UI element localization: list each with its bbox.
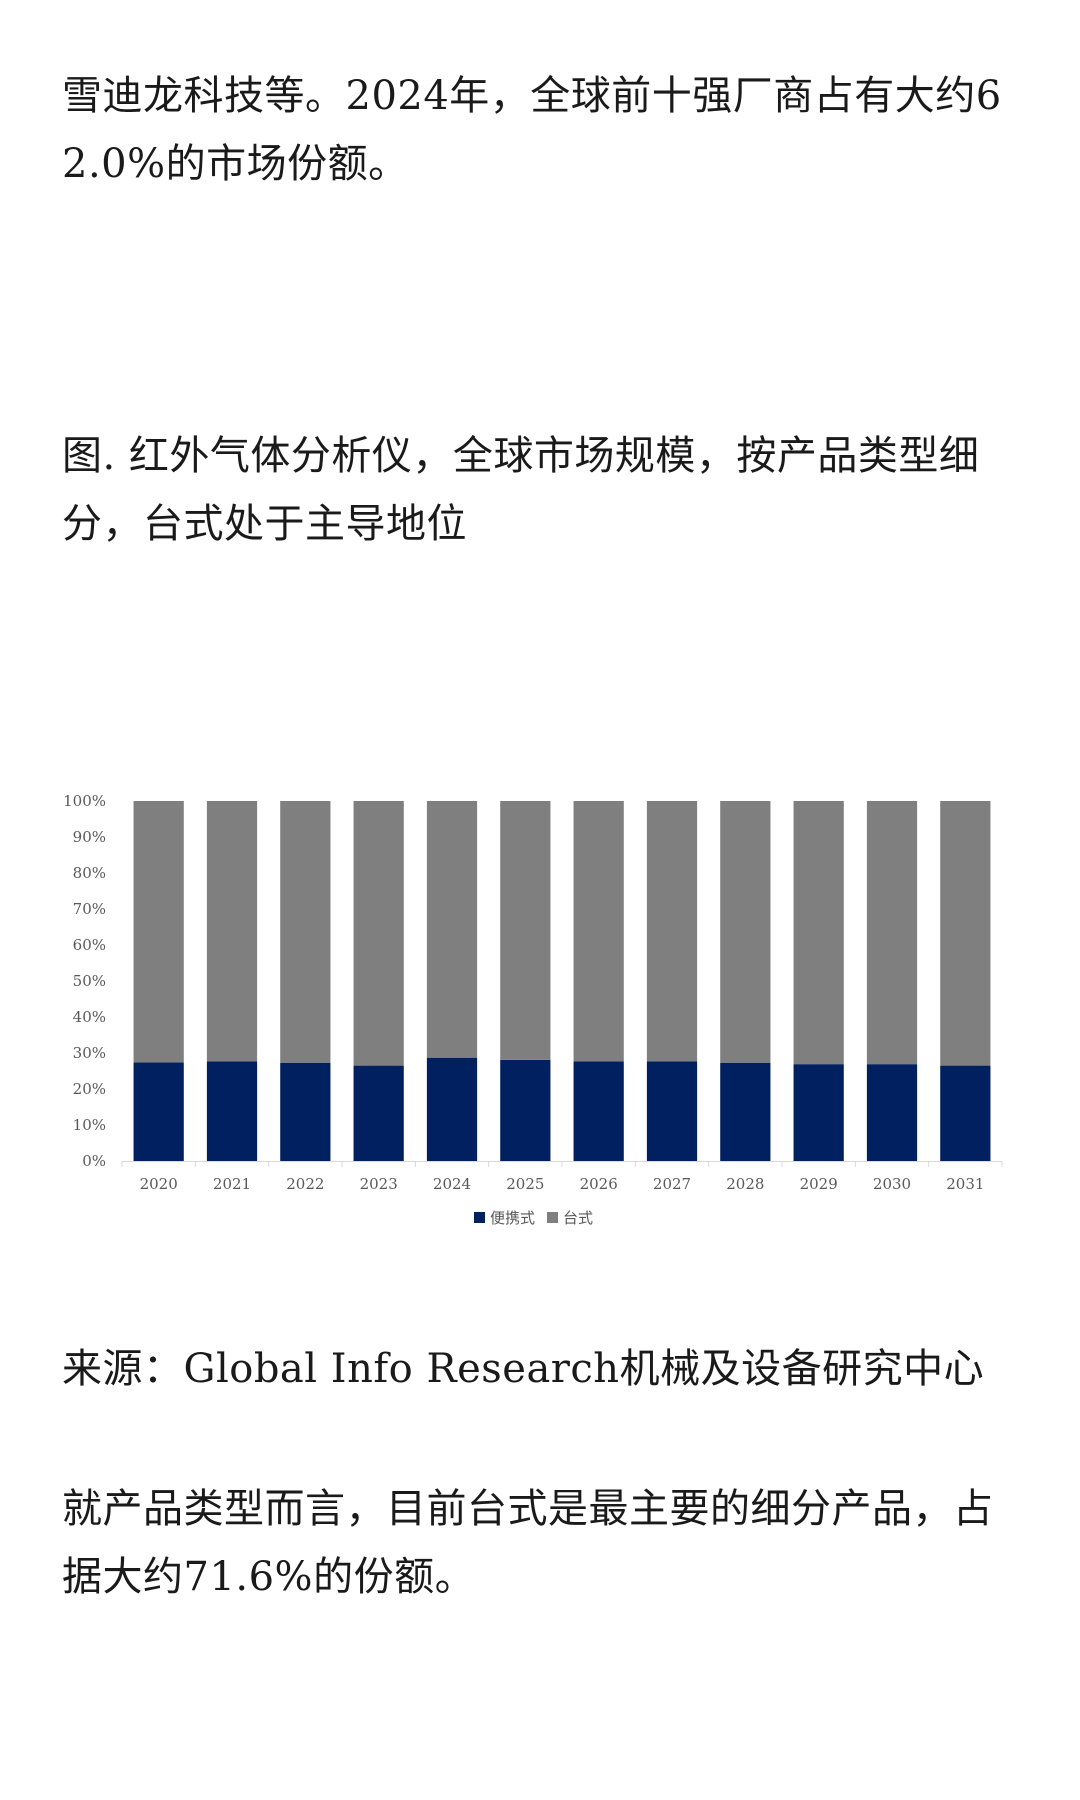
conclusion-paragraph: 就产品类型而言，目前台式是最主要的细分产品，占据大约71.6%的份额。 [62, 1486, 994, 1600]
y-tick-label: 40% [73, 1008, 106, 1026]
bar-segment-desktop [720, 801, 771, 1063]
bar-segment-portable [720, 1062, 771, 1161]
x-tick-label: 2027 [653, 1175, 691, 1193]
bar-segment-desktop [646, 801, 698, 1062]
y-tick-label: 80% [73, 864, 106, 882]
x-tick-label: 2022 [286, 1175, 324, 1193]
y-tick-label: 70% [73, 900, 106, 918]
chart-svg: 0% 10% 20% 30% 40% 50% 60% 70% 80% 90% 100% 2020 202… [63, 792, 1003, 1227]
y-tick-label: 10% [73, 1116, 106, 1134]
bar-segment-desktop [793, 801, 844, 1065]
bar-segment-desktop [573, 801, 624, 1062]
bar-segment-desktop [426, 801, 478, 1058]
y-tick-label: 60% [73, 936, 106, 954]
bar-segment-portable [573, 1061, 624, 1161]
bar-segment-desktop [866, 801, 918, 1065]
x-tick-label: 2020 [140, 1175, 178, 1193]
y-tick-label: 100% [63, 792, 106, 810]
x-tick-label: 2025 [506, 1175, 544, 1193]
x-tick-label: 2024 [433, 1175, 471, 1193]
bar-segment-desktop [500, 801, 551, 1060]
bar-segment-desktop [206, 801, 258, 1062]
y-tick-label: 20% [73, 1080, 106, 1098]
bar-segment-portable [426, 1057, 478, 1161]
bar-segment-desktop [353, 801, 404, 1066]
bar-segment-portable [646, 1061, 698, 1161]
bar-segment-portable [280, 1062, 331, 1161]
stacked-bar-chart: 0% 10% 20% 30% 40% 50% 60% 70% 80% 90% 100% 2020 202… [60, 775, 1020, 1250]
bar-segment-desktop [940, 801, 991, 1066]
bar-segment-portable [353, 1065, 404, 1161]
bar-segment-desktop [280, 801, 331, 1063]
bar-segment-portable [133, 1062, 184, 1161]
intro-paragraph: 雪迪龙科技等。2024年，全球前十强厂商占有大约62.0%的市场份额。 [62, 73, 1002, 187]
y-tick-label: 0% [82, 1152, 106, 1170]
x-tick-label: 2026 [580, 1175, 618, 1193]
y-tick-label: 50% [73, 972, 106, 990]
bar-segment-portable [500, 1059, 551, 1161]
bar-segment-portable [940, 1065, 991, 1161]
source-note: 来源：Global Info Research机械及设备研究中心 [62, 1346, 985, 1392]
y-tick-label: 30% [73, 1044, 106, 1062]
legend-swatch-portable [474, 1212, 485, 1223]
legend-label-portable: 便携式 [490, 1209, 535, 1227]
x-tick-label: 2021 [213, 1175, 251, 1193]
y-tick-label: 90% [73, 828, 106, 846]
legend-label-desktop: 台式 [563, 1209, 593, 1227]
bar-segment-desktop [133, 801, 184, 1063]
bar-segment-portable [793, 1064, 844, 1161]
x-tick-label: 2028 [726, 1175, 764, 1193]
x-tick-label: 2029 [800, 1175, 838, 1193]
x-tick-label: 2030 [873, 1175, 911, 1193]
figure-title: 图. 红外气体分析仪，全球市场规模，按产品类型细分，台式处于主导地位 [62, 433, 980, 547]
x-tick-label: 2031 [946, 1175, 984, 1193]
legend-swatch-desktop [547, 1212, 558, 1223]
bar-segment-portable [866, 1064, 918, 1161]
bar-segment-portable [206, 1061, 258, 1161]
x-tick-label: 2023 [360, 1175, 398, 1193]
